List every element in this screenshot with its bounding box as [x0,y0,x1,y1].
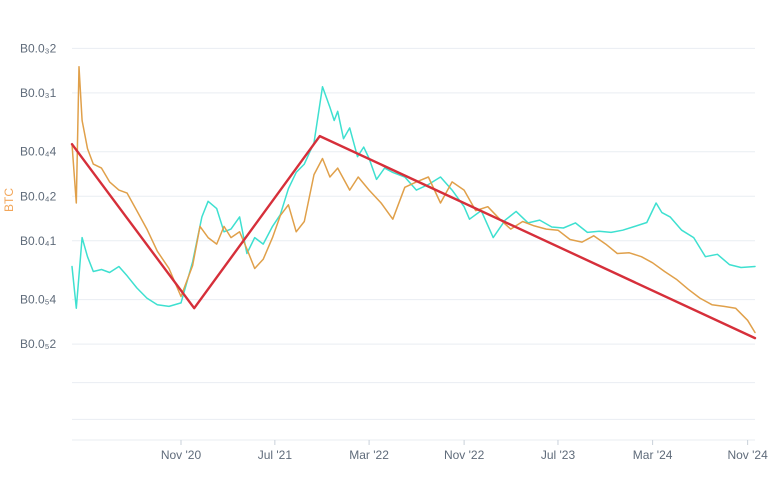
x-tick-label: Mar '22 [349,448,389,462]
y-tick-label: B0.0₄2 [20,189,57,203]
y-axis-title: BTC [2,188,16,212]
y-tick-label: B0.0₅2 [20,337,57,351]
x-tick-label: Mar '24 [633,448,673,462]
y-tick-label: B0.0₄1 [20,234,57,248]
y-tick-label: B0.0₃1 [20,86,57,100]
gridlines [72,47,755,420]
x-tick-label: Jul '23 [541,448,576,462]
y-tick-label: B0.0₅4 [20,293,57,307]
x-tick-label: Jul '21 [258,448,293,462]
series-layer [70,66,757,340]
x-tick-label: Nov '24 [727,448,768,462]
x-tick-label: Nov '22 [444,448,485,462]
y-axis: B0.0₃2 B0.0₃1 B0.0₄4 B0.0₄2 B0.0₄1 B0.0₅4 B0.0… [20,41,57,351]
x-tick-label: Nov '20 [161,448,202,462]
y-tick-label: B0.0₄4 [20,145,57,159]
teal-series-line [71,85,756,309]
y-tick-label: B0.0₃2 [20,41,57,55]
x-axis: Nov '20 Jul '21 Mar '22 Nov '22 Jul '23 Mar '… [72,439,768,462]
trend-series-line [70,134,757,340]
orange-series-line [71,66,756,334]
